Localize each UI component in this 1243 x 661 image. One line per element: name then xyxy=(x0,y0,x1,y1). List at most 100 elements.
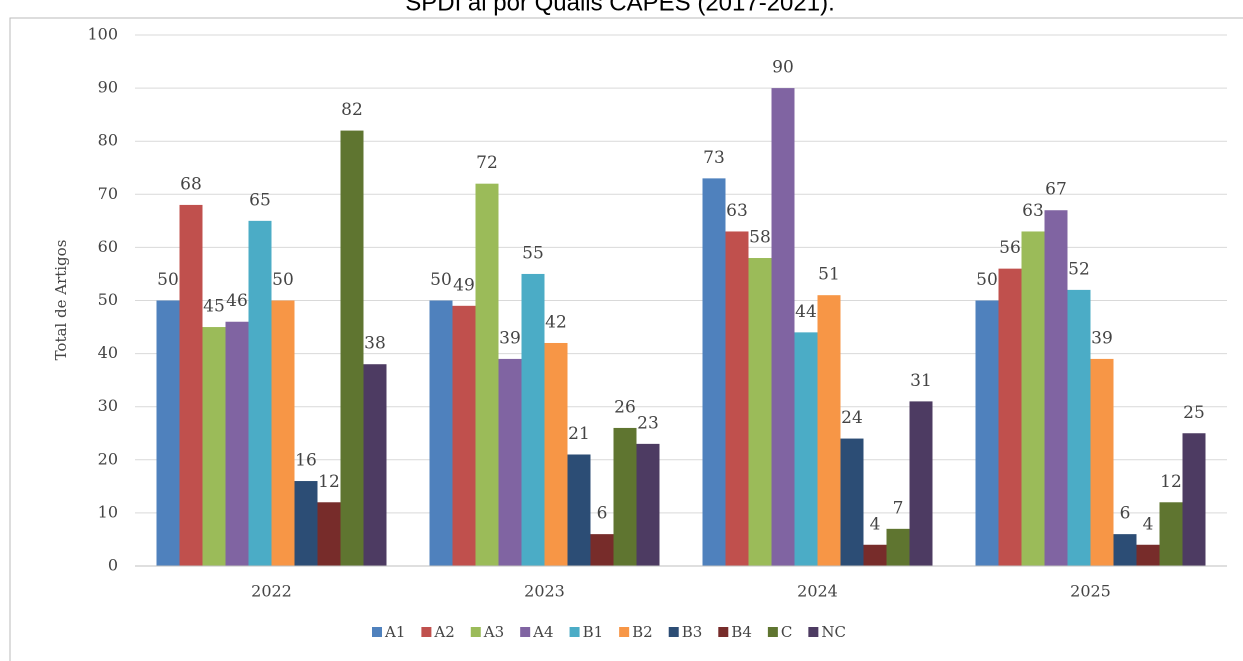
data-label: 31 xyxy=(910,371,932,391)
bar xyxy=(1067,289,1091,566)
y-tick-label: 10 xyxy=(98,502,118,521)
data-label: 26 xyxy=(614,397,636,417)
data-label: 7 xyxy=(893,498,904,518)
data-label: 12 xyxy=(1160,472,1182,492)
y-tick-label: 40 xyxy=(98,343,118,362)
data-label: 39 xyxy=(499,328,521,348)
bar xyxy=(771,88,795,566)
data-label: 24 xyxy=(841,408,863,428)
y-tick-label: 50 xyxy=(98,290,118,309)
bar xyxy=(613,427,637,566)
y-tick-label: 80 xyxy=(98,131,118,150)
data-label: 23 xyxy=(637,413,659,433)
legend-label: NC xyxy=(821,623,846,641)
legend-swatch xyxy=(520,627,531,637)
bar xyxy=(340,130,364,566)
data-label: 68 xyxy=(180,174,202,194)
data-label: 38 xyxy=(364,334,386,354)
bar xyxy=(498,358,522,566)
bar xyxy=(567,454,591,566)
data-label: 44 xyxy=(795,302,817,322)
y-tick-label: 70 xyxy=(98,184,118,203)
bar xyxy=(317,502,341,566)
y-tick-label: 30 xyxy=(98,396,118,415)
data-label: 63 xyxy=(1022,201,1044,221)
bar xyxy=(702,178,726,566)
data-label: 4 xyxy=(870,514,881,534)
data-label: 72 xyxy=(476,153,498,173)
x-tick-label: 2024 xyxy=(797,582,838,601)
legend-swatch xyxy=(421,627,432,637)
bar xyxy=(1159,502,1183,566)
data-label: 65 xyxy=(249,190,271,210)
legend-swatch xyxy=(668,627,679,637)
legend-label: A2 xyxy=(433,623,454,641)
data-label: 42 xyxy=(545,312,567,332)
data-label: 50 xyxy=(430,270,452,290)
bar xyxy=(452,305,476,566)
data-label: 16 xyxy=(295,451,317,471)
data-label: 21 xyxy=(568,424,590,444)
data-label: 50 xyxy=(157,270,179,290)
bar xyxy=(271,300,295,566)
y-tick-label: 90 xyxy=(98,78,118,97)
y-tick-label: 0 xyxy=(108,556,118,575)
legend-label: B3 xyxy=(682,623,703,641)
data-label: 45 xyxy=(203,297,225,317)
bar xyxy=(544,342,568,566)
bar xyxy=(590,534,614,566)
x-tick-label: 2022 xyxy=(251,582,292,601)
data-label: 25 xyxy=(1183,403,1205,423)
data-label: 39 xyxy=(1091,328,1113,348)
legend-label: C xyxy=(781,623,792,641)
legend-label: A1 xyxy=(384,623,405,641)
bar xyxy=(794,332,818,566)
data-label: 50 xyxy=(272,270,294,290)
legend-label: B2 xyxy=(632,623,653,641)
data-label: 6 xyxy=(597,504,608,524)
data-label: 46 xyxy=(226,291,248,311)
bar xyxy=(998,268,1022,566)
bar xyxy=(725,231,749,566)
data-label: 50 xyxy=(976,270,998,290)
bar xyxy=(248,220,272,566)
data-label: 73 xyxy=(703,148,725,168)
bar xyxy=(225,321,249,566)
data-label: 6 xyxy=(1120,504,1131,524)
data-label: 49 xyxy=(453,275,475,295)
bar xyxy=(294,481,318,566)
legend-label: B1 xyxy=(583,623,604,641)
bar xyxy=(863,544,887,566)
data-label: 4 xyxy=(1143,514,1154,534)
data-label: 52 xyxy=(1068,259,1090,279)
y-tick-label: 100 xyxy=(87,25,118,44)
data-label: 63 xyxy=(726,201,748,221)
y-tick-label: 20 xyxy=(98,449,118,468)
bar xyxy=(1182,433,1206,566)
bar xyxy=(636,443,660,566)
legend-swatch xyxy=(808,627,819,637)
legend-swatch xyxy=(372,627,382,637)
bar xyxy=(363,364,387,566)
bar xyxy=(975,300,999,566)
data-label: 58 xyxy=(749,228,771,248)
bar xyxy=(1044,210,1068,567)
x-tick-label: 2025 xyxy=(1070,582,1111,601)
y-tick-label: 60 xyxy=(98,237,118,256)
data-label: 82 xyxy=(341,100,363,120)
y-axis-title: Total de Artigos xyxy=(52,240,70,361)
bar xyxy=(886,528,910,566)
legend-swatch xyxy=(569,627,580,637)
bar xyxy=(156,300,180,566)
bar xyxy=(909,401,933,566)
data-label: 51 xyxy=(818,265,840,285)
legend-swatch xyxy=(619,627,630,637)
bar xyxy=(521,273,545,566)
data-label: 55 xyxy=(522,243,544,263)
bar xyxy=(179,204,203,567)
bar xyxy=(429,300,453,566)
legend-label: A3 xyxy=(483,623,504,641)
bar xyxy=(817,295,841,566)
data-label: 67 xyxy=(1045,180,1067,200)
